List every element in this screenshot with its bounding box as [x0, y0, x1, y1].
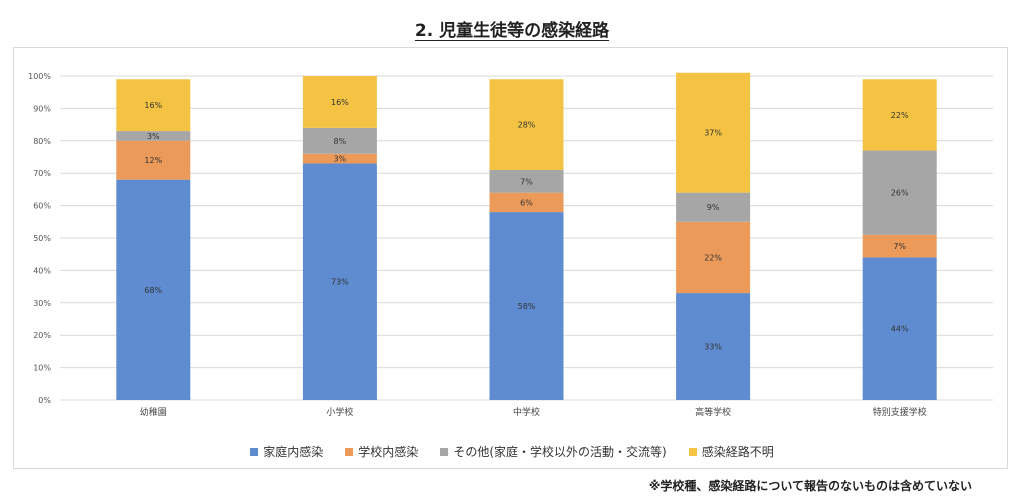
legend-swatch	[345, 447, 354, 456]
bar-segment	[489, 192, 564, 213]
data-label: 3%	[147, 132, 160, 141]
data-label: 9%	[707, 203, 720, 212]
bar-segment	[676, 192, 751, 222]
data-label: 33%	[704, 343, 722, 352]
bar-segment	[489, 169, 564, 193]
y-tick-label: 90%	[33, 104, 51, 113]
data-label: 16%	[331, 98, 349, 107]
bar-segment	[116, 131, 191, 141]
bar-segment	[676, 221, 751, 294]
x-category-label: 特別支援学校	[873, 406, 927, 418]
y-tick-label: 60%	[33, 202, 51, 211]
y-tick-label: 30%	[33, 299, 51, 308]
y-tick-label: 50%	[33, 234, 51, 243]
y-tick-label: 40%	[33, 266, 51, 275]
data-label: 73%	[331, 278, 349, 287]
legend-label: 感染経路不明	[701, 445, 774, 459]
legend-swatch	[688, 447, 697, 456]
bar-segment	[489, 212, 564, 400]
bar-segment	[862, 234, 937, 258]
y-tick-label: 0%	[38, 396, 51, 405]
chart-title: 2. 児童生徒等の感染経路	[414, 21, 610, 41]
bar-segment	[862, 257, 937, 400]
legend-label: 学校内感染	[358, 445, 419, 459]
x-category-label: 高等学校	[695, 406, 731, 418]
data-label: 28%	[518, 121, 536, 130]
y-tick-label: 20%	[33, 331, 51, 340]
x-category-label: 中学校	[513, 406, 540, 418]
bar-segment	[302, 127, 377, 154]
bar-segment	[862, 150, 937, 235]
legend-item: 感染経路不明	[688, 443, 774, 460]
data-label: 3%	[334, 155, 347, 164]
bar-segment	[116, 179, 191, 400]
stacked-bar-chart: 0% 10% 20% 30% 40% 50% 60% 70% 80% 90% 100% 68% 12% 3…	[28, 72, 993, 418]
data-label: 7%	[520, 177, 533, 186]
data-label: 22%	[704, 253, 722, 262]
legend-item: 学校内感染	[345, 443, 418, 460]
legend-item: 家庭内感染	[250, 443, 323, 460]
data-label: 16%	[144, 101, 162, 110]
data-label: 7%	[893, 242, 906, 251]
bar-segment	[302, 163, 377, 400]
legend-swatch	[250, 447, 259, 456]
data-label: 6%	[520, 198, 533, 207]
data-label: 12%	[144, 156, 162, 165]
legend-swatch	[440, 447, 449, 456]
legend-label: 家庭内感染	[263, 445, 324, 459]
legend-item: その他(家庭・学校以外の活動・交流等)	[440, 443, 667, 460]
y-tick-label: 80%	[33, 137, 51, 146]
data-label: 26%	[891, 189, 909, 198]
footnote: ※学校種、感染経路について報告のないものは含めていない	[648, 479, 972, 493]
data-label: 44%	[891, 325, 909, 334]
legend-label: その他(家庭・学校以外の活動・交流等)	[453, 445, 667, 459]
x-category-label: 幼稚園	[140, 406, 167, 418]
bar-segment	[116, 140, 191, 180]
bar-segment	[862, 79, 937, 151]
data-label: 8%	[334, 137, 347, 146]
y-tick-label: 100%	[28, 72, 51, 81]
y-tick-label: 10%	[33, 364, 51, 373]
bar-segment	[489, 79, 564, 170]
data-label: 37%	[704, 129, 722, 138]
bar-segment	[116, 79, 191, 132]
data-label: 58%	[518, 302, 536, 311]
y-tick-label: 70%	[33, 169, 51, 178]
bar-segment	[302, 153, 377, 164]
data-label: 22%	[891, 111, 909, 120]
bar-segment	[302, 76, 377, 128]
data-label: 68%	[144, 286, 162, 295]
chart-legend: 家庭内感染 学校内感染 その他(家庭・学校以外の活動・交流等) 感染経路不明	[0, 443, 1024, 460]
bar-segment	[676, 72, 751, 193]
bar-segment	[676, 293, 751, 400]
x-category-label: 小学校	[326, 406, 353, 418]
